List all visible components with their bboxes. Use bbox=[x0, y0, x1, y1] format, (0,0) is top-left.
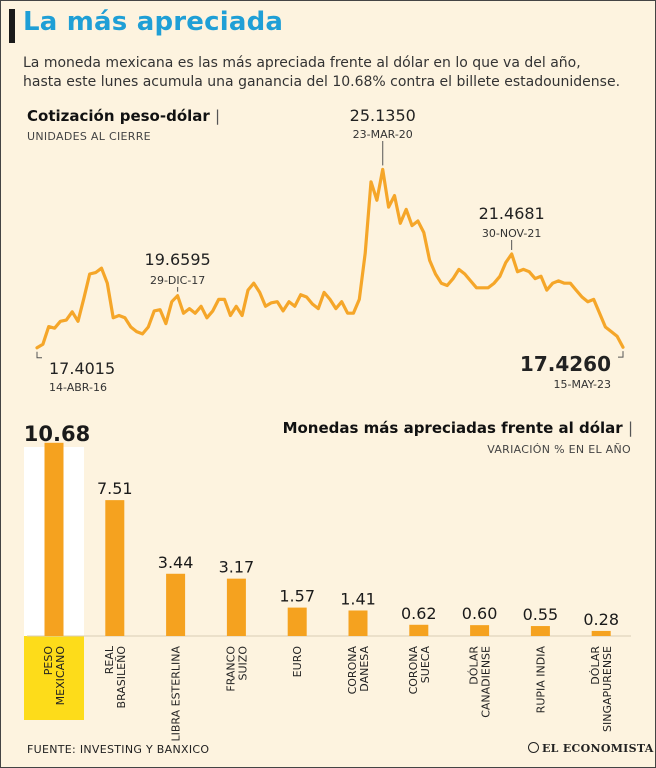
bar-category-label: DÓLAR SINGAPURENSE bbox=[589, 646, 614, 732]
bar-category-label-line: FRANCO bbox=[224, 646, 237, 692]
bar bbox=[44, 442, 64, 636]
annotation-value: 17.4015 bbox=[49, 359, 115, 378]
line-chart-title: Cotización peso-dólar bbox=[27, 107, 210, 125]
bar-category-label: EURO bbox=[291, 646, 304, 678]
bar-category-label-line: DANESA bbox=[358, 646, 371, 692]
bar-category-label-line: PESO bbox=[42, 646, 55, 676]
logo-text: EL ECONOMISTA bbox=[542, 742, 654, 755]
bar-category-label: CORONA SUECA bbox=[407, 646, 432, 695]
highlight-label-bg bbox=[24, 636, 84, 720]
bar-category-label-line: SUIZO bbox=[236, 646, 249, 681]
bar-value-label: 3.44 bbox=[158, 553, 194, 572]
bar bbox=[530, 626, 550, 636]
bar-category-label: RUPIA INDIA bbox=[534, 646, 547, 714]
annotation-date: 14-ABR-16 bbox=[49, 381, 107, 394]
bar-category-label: PESO MEXICANO bbox=[42, 646, 67, 706]
exchange-rate-line bbox=[35, 167, 625, 350]
bar-value-label: 1.57 bbox=[279, 587, 315, 606]
bar-value-label: 10.68 bbox=[24, 422, 90, 446]
bar-category-label-line: MEXICANO bbox=[54, 646, 67, 706]
annotation-value: 17.4260 bbox=[520, 352, 611, 376]
bar-value-label: 0.60 bbox=[462, 604, 498, 623]
bar bbox=[591, 630, 611, 636]
bar-category-label-line: EURO bbox=[291, 646, 304, 678]
bar bbox=[470, 625, 490, 636]
bar-category-label-line: CORONA bbox=[346, 646, 359, 695]
bar bbox=[287, 607, 307, 636]
bar-category-label-line: CANADIENSE bbox=[480, 646, 493, 718]
bar-category-label: REAL BRASILEÑO bbox=[103, 645, 128, 708]
annotation-tick bbox=[618, 351, 624, 358]
bar-value-label: 0.62 bbox=[401, 604, 437, 623]
bar-value-label: 3.17 bbox=[219, 558, 255, 577]
bar-value-label: 7.51 bbox=[97, 479, 133, 498]
bar-category-label-line: BRASILEÑO bbox=[115, 646, 128, 709]
bar-value-label: 0.55 bbox=[523, 605, 559, 624]
bar-category-label-line: RUPIA INDIA bbox=[534, 646, 547, 714]
bar bbox=[348, 610, 368, 636]
source-note: FUENTE: INVESTING Y BANXICO bbox=[27, 743, 210, 756]
line-chart-subtitle: UNIDADES AL CIERRE bbox=[27, 130, 151, 143]
annotation-date: 23-MAR-20 bbox=[353, 128, 413, 141]
bar-category-label-line: SUECA bbox=[419, 646, 432, 684]
bar-category-label-line: REAL bbox=[103, 645, 116, 674]
bar-value-label: 0.28 bbox=[583, 610, 619, 629]
title-accent-bar bbox=[9, 9, 15, 43]
bar bbox=[105, 500, 125, 636]
bar-chart-subtitle: VARIACIÓN % EN EL AÑO bbox=[487, 443, 631, 456]
bar-chart-title-row: Monedas más apreciadas frente al dólar | bbox=[282, 419, 633, 437]
bar-chart-title: Monedas más apreciadas frente al dólar bbox=[282, 419, 623, 437]
annotation-date: 15-MAY-23 bbox=[553, 378, 611, 391]
bar-category-label: DÓLAR CANADIENSE bbox=[468, 646, 493, 718]
publisher-logo: EL ECONOMISTA bbox=[528, 742, 654, 755]
page-title: La más apreciada bbox=[23, 7, 284, 37]
bar-category-label: LIBRA ESTERLINA bbox=[170, 646, 183, 742]
bar-category-label-line: DÓLAR bbox=[468, 646, 481, 685]
logo-mark-icon bbox=[528, 742, 539, 753]
bar-category-label-line: LIBRA ESTERLINA bbox=[170, 646, 183, 742]
bar bbox=[409, 624, 429, 636]
bar-category-label-line: SINGAPURENSE bbox=[601, 646, 614, 732]
bar-category-label: FRANCO SUIZO bbox=[224, 646, 249, 692]
bar bbox=[166, 573, 186, 636]
annotation-date: 30-NOV-21 bbox=[482, 227, 542, 240]
page-subtitle: La moneda mexicana es las más apreciada … bbox=[23, 55, 621, 90]
bar-category-label-line: DÓLAR bbox=[589, 646, 602, 685]
bar-value-label: 1.41 bbox=[340, 589, 376, 608]
bar bbox=[226, 578, 246, 636]
annotation-value: 25.1350 bbox=[350, 106, 416, 125]
annotation-date: 29-DIC-17 bbox=[150, 274, 205, 287]
line-chart-title-row: Cotización peso-dólar | bbox=[27, 107, 221, 125]
annotation-value: 21.4681 bbox=[479, 204, 545, 223]
bar-category-label-line: CORONA bbox=[407, 646, 420, 695]
annotation-value: 19.6595 bbox=[145, 250, 211, 269]
annotation-tick bbox=[36, 351, 42, 359]
bar-category-label: CORONA DANESA bbox=[346, 646, 371, 695]
